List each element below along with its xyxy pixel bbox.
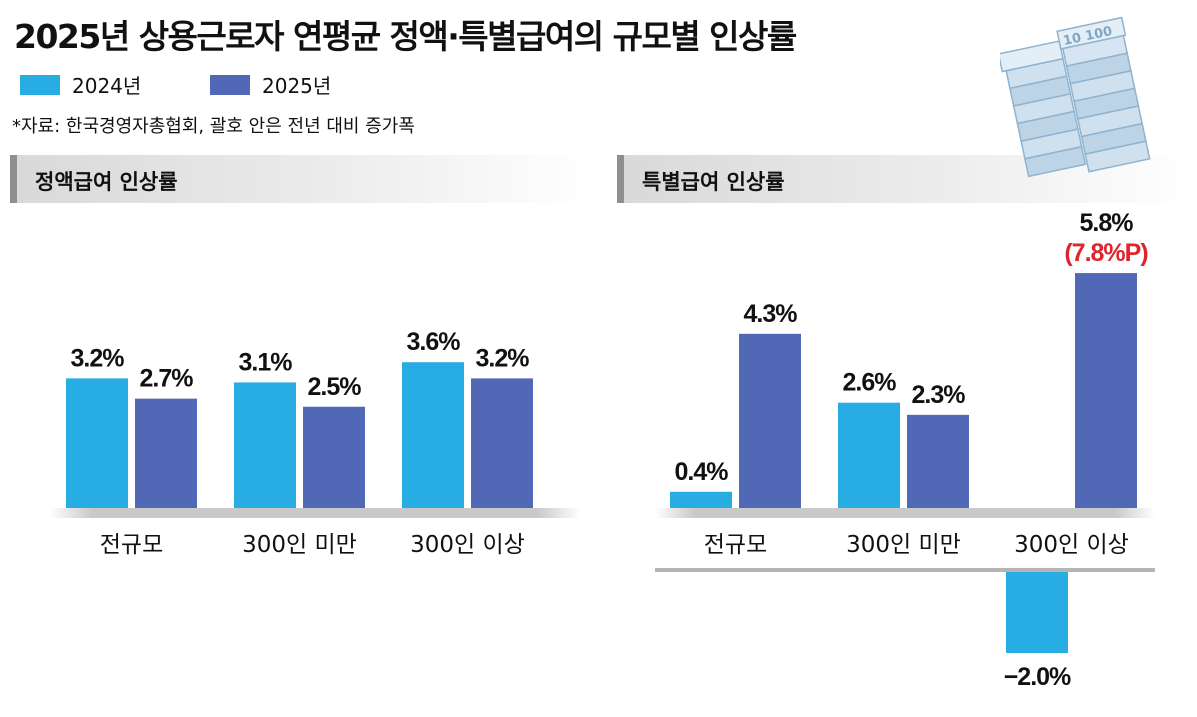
bar-300인-이상-2024년	[1006, 572, 1068, 653]
data-label-300인-미만-2024년: 2.6%	[843, 369, 897, 397]
bar-전규모-2024년	[670, 491, 732, 508]
bar-전규모-2024년	[66, 378, 128, 508]
data-label-전규모-2025년: 4.3%	[744, 300, 798, 328]
data-label-전규모-2024년: 3.2%	[71, 344, 125, 372]
category-label-300인-미만: 300인 미만	[242, 532, 357, 558]
bar-300인-이상-2025년	[471, 378, 533, 508]
legend-swatch-2024	[20, 74, 60, 95]
legend-swatch-2025	[210, 74, 250, 95]
legend-label-2024: 2024년	[72, 74, 142, 98]
category-label-전규모: 전규모	[704, 532, 767, 558]
data-label-300인-미만-2025년: 2.3%	[912, 381, 966, 409]
bar-300인-이상-2024년	[402, 362, 464, 508]
category-label-300인-이상: 300인 이상	[1014, 532, 1129, 558]
legend-item-2024: 2024년	[20, 70, 141, 99]
bar-300인-미만-2025년	[907, 414, 969, 508]
data-label-300인-이상-2024년: −2.0%	[1004, 663, 1071, 691]
category-label-300인-미만: 300인 미만	[846, 532, 961, 558]
axis-line	[655, 568, 1155, 572]
panel-header-base-pay: 정액급여 인상률	[10, 155, 590, 203]
baseline-band	[655, 508, 1155, 518]
data-label-300인-미만-2024년: 3.1%	[239, 348, 293, 376]
category-label-전규모: 전규모	[100, 532, 163, 558]
data-label-300인-이상-2024년: 3.6%	[407, 328, 461, 356]
data-label-전규모-2024년: 0.4%	[675, 458, 729, 486]
chart-title: 2025년 상용근로자 연평균 정액·특별급여의 규모별 인상률	[14, 17, 797, 56]
bar-300인-미만-2024년	[234, 382, 296, 508]
data-label-전규모-2025년: 2.7%	[140, 365, 194, 393]
bar-전규모-2025년	[739, 333, 801, 508]
baseline-band	[50, 508, 580, 518]
source-note: *자료: 한국경영자총협회, 괄호 안은 전년 대비 증가폭	[12, 116, 415, 137]
bar-300인-미만-2025년	[303, 406, 365, 508]
legend-item-2025: 2025년	[210, 70, 331, 99]
panel-title-special-pay: 특별급여 인상률	[642, 170, 785, 194]
data-label-300인-이상-2025년: 3.2%	[476, 344, 530, 372]
legend-label-2025: 2025년	[262, 74, 332, 98]
data-label-300인-이상-2025년: 5.8%	[1080, 209, 1134, 237]
panel-title-base-pay: 정액급여 인상률	[35, 170, 178, 194]
bar-300인-이상-2025년	[1075, 273, 1137, 508]
panel-header-special-pay: 특별급여 인상률	[617, 155, 1191, 203]
bar-전규모-2025년	[135, 398, 197, 508]
money-stack-icon: 10 100	[1000, 16, 1151, 178]
annotation-label: (7.8%P)	[1064, 239, 1148, 267]
data-label-300인-미만-2025년: 2.5%	[308, 373, 362, 401]
bar-300인-미만-2024년	[838, 402, 900, 508]
category-label-300인-이상: 300인 이상	[410, 532, 525, 558]
